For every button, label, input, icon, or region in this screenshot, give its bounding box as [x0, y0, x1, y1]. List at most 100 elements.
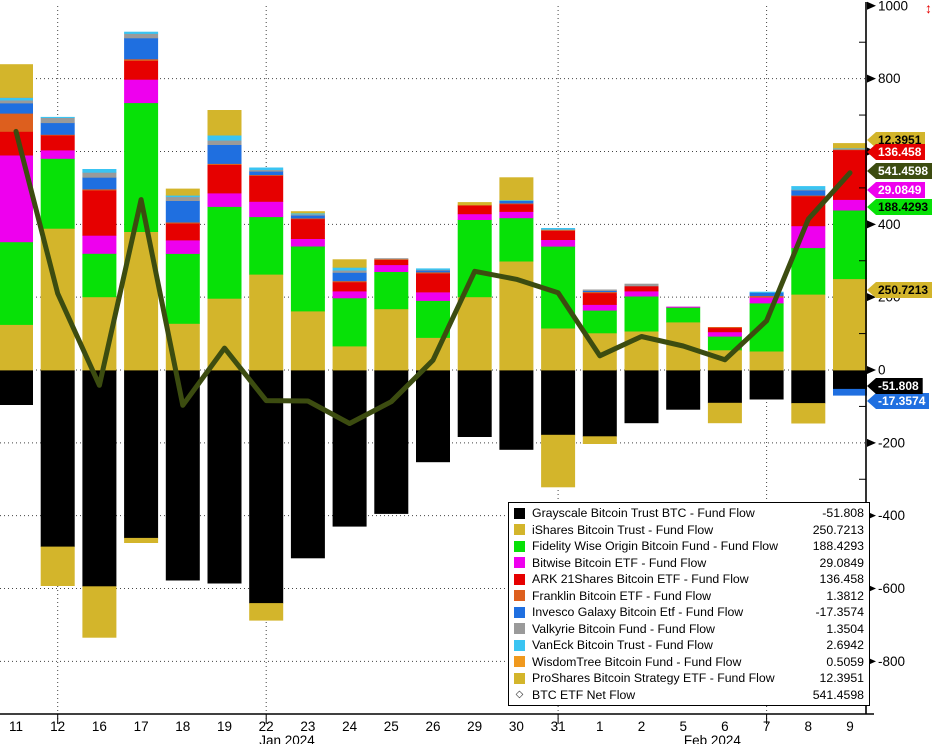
axis-tag-4: 188.4293 [867, 199, 933, 215]
bar-segment-ezbc-26 [416, 272, 450, 274]
legend-value: 29.0849 [819, 555, 864, 570]
bar-segment-fbtc-30 [499, 217, 534, 262]
bar-segment-bitb-31 [541, 239, 576, 247]
x-axis-month-label: Feb 2024 [684, 733, 742, 744]
bar-segment-fbtc-7 [749, 303, 784, 352]
legend-value: 136.458 [819, 572, 864, 587]
bar-segment-brrr-23 [290, 214, 325, 216]
bar-segment-hodl-18 [165, 195, 200, 198]
y-tick-label--200: -200 [878, 435, 905, 450]
bar-segment-ibit-25 [374, 308, 409, 371]
y-tick-label--800: -800 [878, 654, 905, 669]
bar-segment-bitb-17 [124, 79, 159, 104]
bar-segment-hodl-12 [40, 116, 75, 118]
bar-segment-bito-24 [332, 259, 367, 268]
bar-segment-gbtc-9 [833, 370, 867, 390]
x-tick-label-2: 2 [638, 719, 646, 734]
resize-handle-icon[interactable]: ↕ [925, 0, 932, 16]
bar-segment-gbtc-29 [457, 370, 492, 437]
bar-segment-btco-23 [290, 215, 325, 219]
y-tick-label-400: 400 [878, 217, 901, 232]
x-tick-label-1: 1 [596, 719, 604, 734]
bar-segment-brrr-12 [40, 117, 75, 124]
legend-swatch-icon [514, 656, 525, 668]
x-tick-label-31: 31 [551, 719, 566, 734]
bar-segment-btco-17 [124, 37, 159, 60]
bar-segment-btco-24 [332, 272, 367, 282]
x-tick-label-22: 22 [259, 719, 274, 734]
legend-row-4: ARK 21Shares Bitcoin ETF - Fund Flow 136.… [514, 572, 864, 587]
bar-segment-fbtc-9 [833, 210, 867, 280]
bar-segment-bito-8 [791, 403, 826, 424]
bar-segment-fbtc-12 [40, 158, 75, 229]
bar-segment-gbtc-5 [666, 370, 701, 410]
bar-segment-hodl-17 [124, 31, 159, 34]
bar-segment-brrr-2 [624, 283, 659, 287]
legend-row-11: ◇ BTC ETF Net Flow 541.4598 [514, 687, 864, 702]
y-tick-label--400: -400 [878, 508, 905, 523]
bar-segment-btco-26 [416, 270, 450, 273]
bar-segment-arkb-23 [290, 218, 325, 239]
bar-segment-fbtc-25 [374, 271, 409, 310]
bar-segment-btco-18 [165, 200, 200, 223]
bar-segment-arkb-6 [707, 327, 742, 333]
bar-segment-bitb-18 [165, 240, 200, 254]
legend-value: 188.4293 [812, 539, 864, 554]
legend-row-6: Invesco Galaxy Bitcoin Etf - Fund Flow -1… [514, 605, 864, 620]
bar-segment-ibit-26 [416, 337, 450, 371]
legend-row-2: Fidelity Wise Origin Bitcoin Fund - Fund… [514, 539, 864, 554]
bar-segment-ezbc-11 [0, 113, 33, 132]
bar-segment-gbtc-17 [124, 370, 159, 539]
bar-segment-gbtc-6 [707, 370, 742, 404]
bar-segment-ezbc-6 [707, 327, 742, 329]
legend-row-9: WisdomTree Bitcoin Fund - Fund Flow 0.505… [514, 654, 864, 669]
bar-segment-bito-11 [0, 64, 33, 98]
y-tick-label--600: -600 [878, 581, 905, 596]
legend-label: ProShares Bitcoin Strategy ETF - Fund Fl… [532, 671, 775, 686]
bar-segment-ibit-24 [332, 346, 367, 371]
bar-segment-bito-19 [207, 110, 242, 136]
legend-swatch-icon [514, 606, 525, 618]
bar-segment-bitb-24 [332, 291, 367, 299]
x-tick-label-11: 11 [9, 719, 23, 734]
bar-segment-brrr-18 [165, 196, 200, 201]
bar-segment-fbtc-29 [457, 219, 492, 298]
x-tick-label-18: 18 [175, 719, 190, 734]
legend-label: Franklin Bitcoin ETF - Fund Flow [532, 588, 712, 603]
bar-segment-brrr-19 [207, 140, 242, 145]
legend-value: 0.5059 [826, 654, 864, 669]
bar-segment-ezbc-9 [833, 149, 867, 151]
bar-segment-arkb-17 [124, 60, 159, 80]
bar-segment-brrr-17 [124, 33, 159, 39]
legend-label: Valkyrie Bitcoin Fund - Fund Flow [532, 621, 715, 636]
bar-segment-bitb-22 [249, 201, 284, 218]
legend-row-3: Bitwise Bitcoin ETF - Fund Flow 29.0849 [514, 555, 864, 570]
y-tick-label-1000: 1000 [878, 0, 908, 13]
net-flow-line [13, 128, 853, 426]
legend-swatch-icon [514, 573, 525, 585]
bar-segment-btco-30 [499, 200, 534, 204]
bar-segment-ezbc-17 [124, 59, 159, 61]
bar-segment-bitb-25 [374, 264, 409, 272]
legend-value: 12.3951 [819, 671, 864, 686]
bar-segment-fbtc-18 [165, 253, 200, 324]
bar-segment-ibit-8 [791, 294, 826, 371]
x-tick-label-17: 17 [134, 719, 149, 734]
bar-segment-fbtc-6 [707, 336, 742, 351]
legend-label: WisdomTree Bitcoin Fund - Fund Flow [532, 654, 742, 669]
x-tick-label-19: 19 [217, 719, 232, 734]
axis-tag-3: 29.0849 [867, 182, 926, 198]
legend-label: VanEck Bitcoin Trust - Fund Flow [532, 638, 713, 653]
bar-segment-ezbc-12 [40, 134, 75, 136]
x-axis-month-label: Jan 2024 [259, 733, 315, 744]
x-tick-label-30: 30 [509, 719, 524, 734]
legend-swatch-icon [514, 507, 525, 519]
x-tick-label-23: 23 [300, 719, 315, 734]
bar-segment-hodl-8 [791, 186, 826, 190]
bar-segment-fbtc-2 [624, 296, 659, 332]
bar-segment-arkb-25 [374, 259, 409, 266]
bar-segment-brrr-8 [791, 189, 826, 191]
bar-segment-bito-16 [82, 586, 117, 638]
bar-segment-hodl-26 [416, 268, 450, 270]
